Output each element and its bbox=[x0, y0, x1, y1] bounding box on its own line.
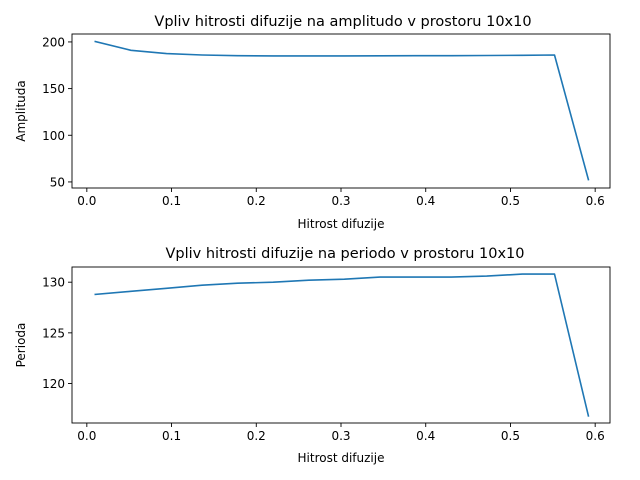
amplitude-x-tick-label: 0.1 bbox=[162, 194, 181, 208]
period-x-tick-label: 0.1 bbox=[162, 429, 181, 443]
amplitude-subplot: Vpliv hitrosti difuzije na amplitudo v p… bbox=[14, 14, 611, 231]
period-x-tick-label: 0.5 bbox=[501, 429, 520, 443]
period-axes-frame bbox=[71, 266, 611, 424]
amplitude-chart-title: Vpliv hitrosti difuzije na amplitudo v p… bbox=[154, 14, 531, 30]
period-x-tick-label: 0.3 bbox=[331, 429, 350, 443]
period-x-tick-label: 0.4 bbox=[416, 429, 435, 443]
period-chart-title: Vpliv hitrosti difuzije na periodo v pro… bbox=[165, 246, 524, 262]
amplitude-x-tick-label: 0.4 bbox=[416, 194, 435, 208]
amplitude-x-tick-label: 0.6 bbox=[586, 194, 605, 208]
amplitude-x-tick-label: 0.3 bbox=[331, 194, 350, 208]
period-series-line bbox=[94, 273, 590, 417]
period-y-tick-label: 120 bbox=[42, 377, 65, 391]
amplitude-x-axis-label: Hitrost difuzije bbox=[298, 217, 385, 231]
period-y-ticks: 120 125 130 bbox=[42, 276, 72, 391]
amplitude-x-tick-label: 0.5 bbox=[501, 194, 520, 208]
period-y-tick-label: 130 bbox=[42, 276, 65, 290]
amplitude-y-axis-label: Amplituda bbox=[14, 80, 28, 141]
amplitude-y-tick-label: 200 bbox=[42, 35, 65, 49]
period-x-tick-label: 0.0 bbox=[77, 429, 96, 443]
amplitude-y-tick-label: 150 bbox=[42, 82, 65, 96]
amplitude-x-tick-label: 0.0 bbox=[77, 194, 96, 208]
amplitude-series-line bbox=[94, 40, 590, 181]
amplitude-x-tick-label: 0.2 bbox=[247, 194, 266, 208]
amplitude-x-ticks: 0.0 0.1 0.2 0.3 0.4 0.5 0.6 bbox=[77, 188, 605, 208]
period-x-tick-label: 0.2 bbox=[247, 429, 266, 443]
amplitude-y-tick-label: 50 bbox=[50, 175, 65, 189]
period-y-axis-label: Perioda bbox=[14, 323, 28, 368]
period-x-axis-label: Hitrost difuzije bbox=[298, 451, 385, 465]
period-x-ticks: 0.0 0.1 0.2 0.3 0.4 0.5 0.6 bbox=[77, 423, 605, 443]
period-y-tick-label: 125 bbox=[42, 326, 65, 340]
period-x-tick-label: 0.6 bbox=[586, 429, 605, 443]
amplitude-y-tick-label: 100 bbox=[42, 129, 65, 143]
amplitude-y-ticks: 50 100 150 200 bbox=[42, 35, 72, 189]
amplitude-axes-frame bbox=[71, 33, 611, 189]
period-subplot: Vpliv hitrosti difuzije na periodo v pro… bbox=[14, 246, 611, 465]
